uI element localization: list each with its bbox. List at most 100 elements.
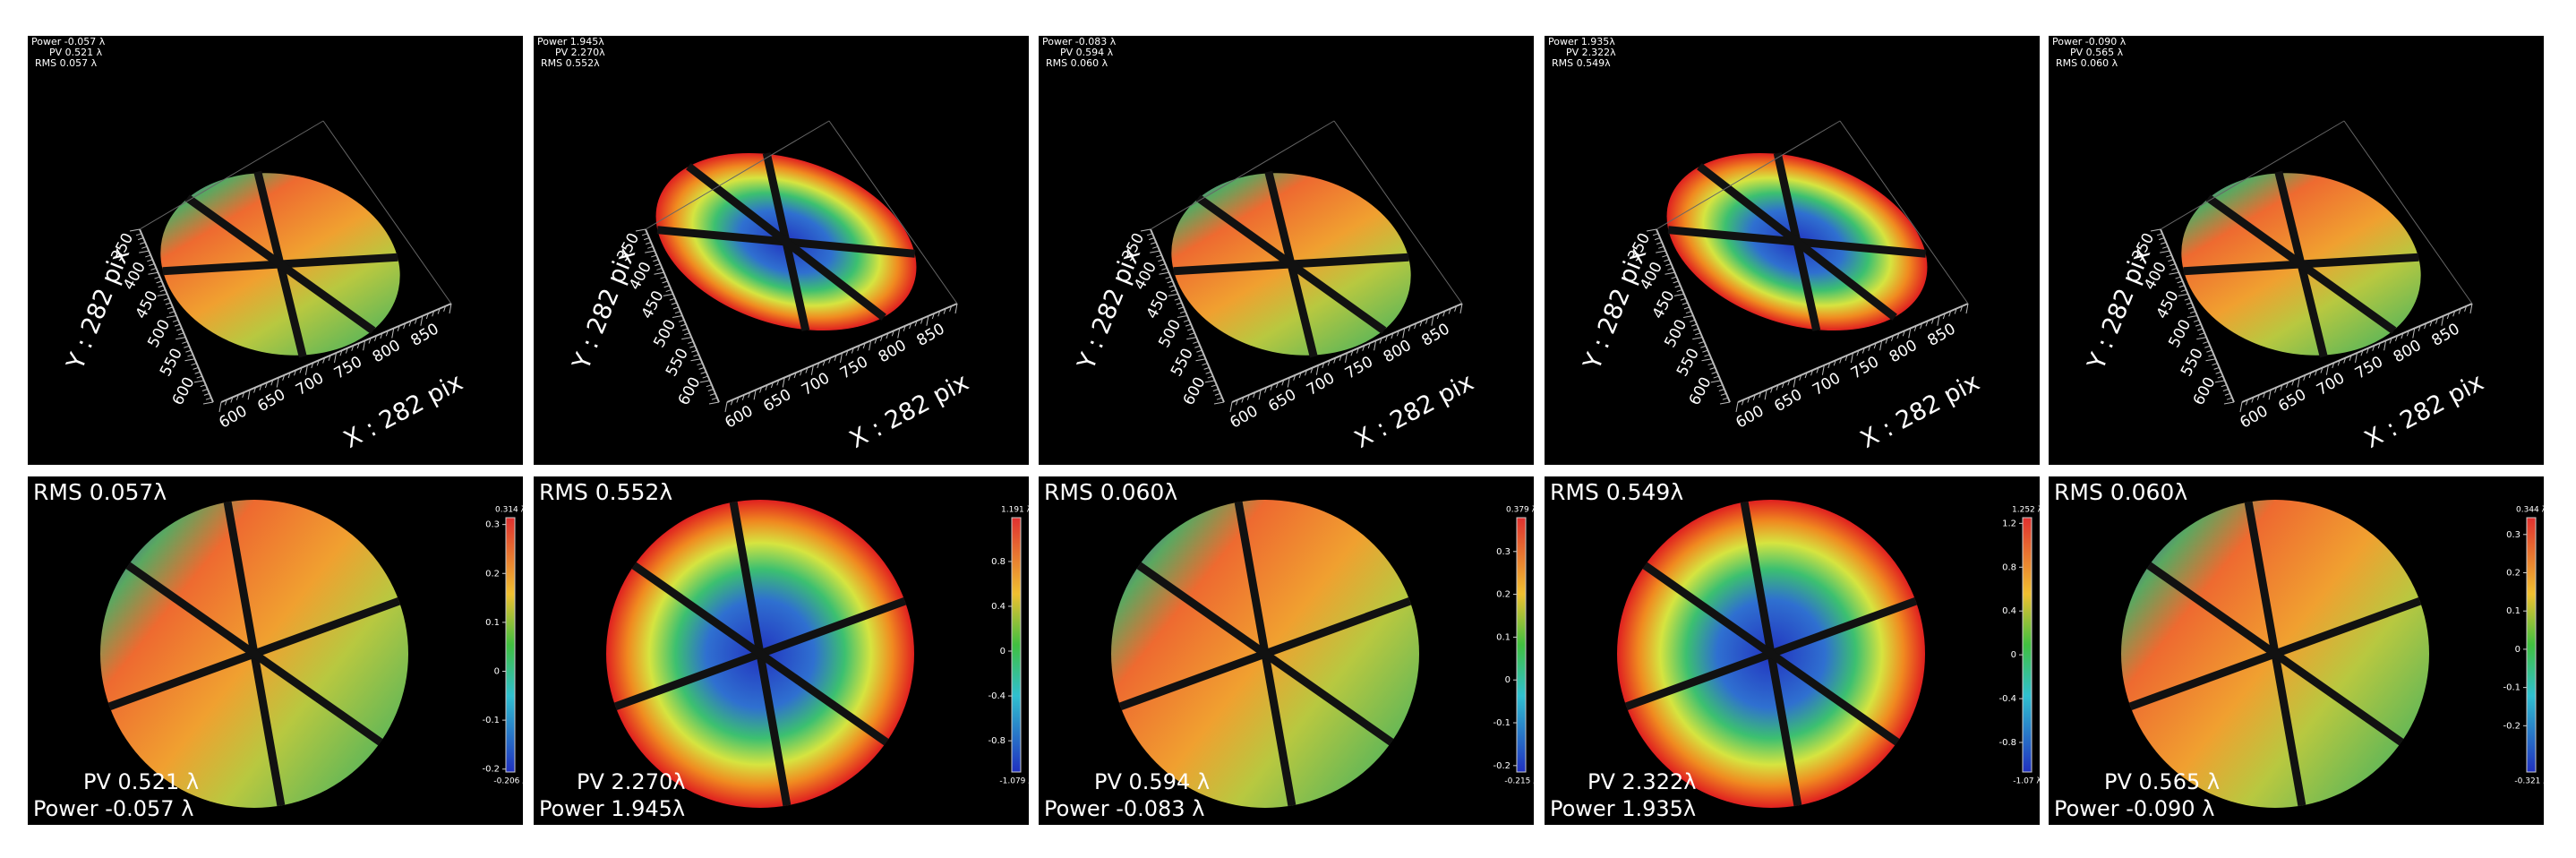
y-minor-tick (672, 315, 683, 318)
x-minor-tick (1385, 335, 1388, 341)
colorbar-tick-label: 0.3 (1496, 547, 1511, 557)
rms-label: RMS 0.060 λ (2056, 57, 2118, 69)
y-minor-tick (1189, 332, 1195, 336)
x-minor-tick (304, 365, 308, 375)
x-minor-tick (230, 397, 234, 403)
y-minor-tick (663, 285, 670, 288)
back-axis (1150, 120, 1335, 230)
surface-map-panel: 0.3 0.2 0.1 0 -0.1 -0.2 0.379 λ -0.215 λ RMS 0.0… (1039, 476, 1538, 825)
y-minor-tick (702, 375, 708, 379)
colorbar-tick-label: 0.2 (1496, 590, 1511, 600)
x-minor-tick (2355, 352, 2358, 364)
y-minor-tick (185, 349, 192, 353)
x-minor-tick (380, 332, 383, 339)
y-minor-tick (1160, 263, 1166, 267)
pv-label: PV 0.594 λ (1060, 47, 1114, 58)
x-minor-tick (1270, 384, 1273, 390)
y-minor-tick (148, 271, 158, 275)
colorbar-tick-label: -0.1 (2503, 683, 2520, 693)
x-minor-tick (1339, 355, 1342, 361)
y-minor-tick (1692, 337, 1703, 340)
x-minor-tick (1879, 340, 1883, 351)
x-minor-tick (914, 321, 918, 327)
x-minor-tick (1810, 370, 1813, 376)
surface (1666, 152, 1928, 331)
y-minor-tick (693, 354, 699, 357)
y-minor-tick (1203, 366, 1210, 370)
rms-label: RMS 0.060λ (2054, 479, 2187, 505)
y-minor-tick (2169, 271, 2179, 275)
x-minor-tick (1298, 372, 1302, 379)
x-minor-tick (840, 352, 843, 364)
x-minor-tick (1281, 380, 1285, 386)
pv-label: PV 2.322λ (1588, 769, 1696, 794)
colorbar (2526, 517, 2537, 773)
surface-map-panel: 0.8 0.4 0 -0.4 -0.8 1.191 λ -1.079 λ RMS 0.552λ… (534, 476, 1033, 825)
x-minor-tick (391, 328, 395, 339)
power-label: Power -0.090 λ (2054, 796, 2214, 821)
colorbar-max: 0.314 λ (495, 506, 526, 515)
x-minor-tick (1345, 352, 1348, 364)
x-minor-tick (730, 399, 733, 406)
x-minor-tick (1350, 350, 1354, 356)
y-minor-tick (139, 250, 150, 253)
x-minor-tick (345, 347, 348, 354)
y-minor-tick (2168, 259, 2174, 262)
rms-label: RMS 0.057 λ (35, 57, 98, 69)
x-minor-tick (2315, 370, 2317, 376)
rms-label: RMS 0.060 λ (1046, 57, 1108, 69)
x-minor-tick (1327, 360, 1331, 366)
x-minor-tick (817, 362, 820, 369)
y-minor-tick (1652, 233, 1659, 236)
colorbar-min: -0.206 λ (493, 777, 527, 786)
y-minor-tick (1170, 289, 1177, 293)
colorbar-tick-label: 0 (1000, 647, 1006, 656)
y-minor-tick (1676, 289, 1682, 293)
y-minor-tick (205, 397, 212, 400)
x-minor-tick (1741, 399, 1744, 406)
y-minor-tick (202, 401, 214, 405)
y-minor-tick (1177, 306, 1185, 310)
y-minor-tick (2206, 349, 2212, 353)
y-minor-tick (674, 311, 681, 314)
colorbar-tick-label: 0.4 (2002, 606, 2016, 616)
back-axis (828, 120, 958, 305)
surface (1171, 170, 1411, 358)
y-minor-tick (203, 392, 210, 396)
cut-line (1195, 194, 1387, 334)
x-minor-tick (1954, 308, 1957, 314)
x-minor-tick (2424, 322, 2427, 330)
x-minor-tick (322, 357, 326, 364)
y-minor-tick (1204, 380, 1215, 383)
x-minor-tick (1246, 394, 1250, 400)
y-minor-tick (1673, 280, 1679, 284)
y-minor-tick (672, 306, 680, 310)
rms-label: RMS 0.549λ (1552, 57, 1611, 69)
y-minor-tick (141, 245, 148, 249)
x-minor-tick (886, 332, 889, 339)
y-minor-tick (2221, 384, 2227, 388)
x-minor-tick (1310, 367, 1314, 373)
y-minor-tick (1709, 366, 1716, 370)
x-minor-tick (1356, 347, 1359, 354)
rms-label: RMS 0.552λ (539, 479, 672, 505)
y-minor-tick (1704, 354, 1710, 357)
y-minor-tick (660, 276, 666, 279)
x-minor-tick (851, 347, 854, 354)
y-minor-tick (191, 363, 197, 366)
colorbar-tick-label: 0 (494, 666, 500, 676)
y-minor-tick (1680, 297, 1686, 301)
colorbar-tick-label: 0.2 (2506, 568, 2520, 578)
back-axis (1839, 120, 1969, 305)
x-minor-tick (294, 370, 296, 376)
x-minor-tick (270, 380, 274, 386)
x-minor-tick (1902, 330, 1905, 337)
y-minor-tick (2199, 332, 2205, 336)
y-minor-tick (2196, 328, 2204, 331)
x-minor-tick (822, 360, 826, 366)
y-minor-tick (654, 271, 664, 275)
colorbar-tick-label: 0.1 (2506, 606, 2520, 616)
x-minor-tick (264, 382, 268, 389)
x-minor-tick (874, 338, 877, 344)
x-minor-tick (1827, 362, 1831, 369)
